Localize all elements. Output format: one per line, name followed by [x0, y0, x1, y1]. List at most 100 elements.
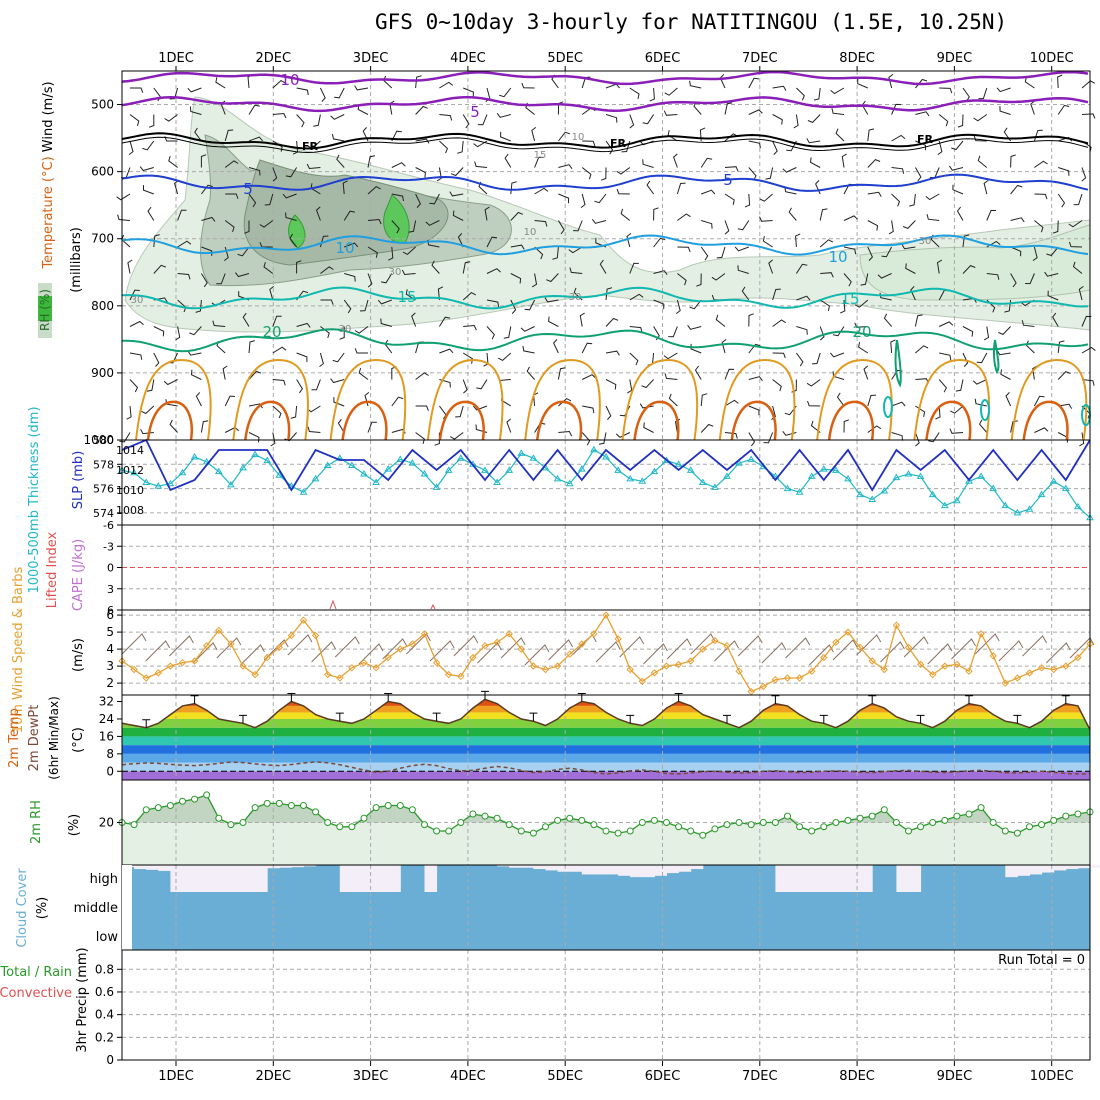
thickness-point [432, 483, 441, 490]
y-tick-label: 700 [91, 232, 114, 246]
wind-barb [224, 426, 240, 433]
wind-barb [605, 405, 612, 420]
rh-point [566, 814, 574, 822]
wind-barb [724, 399, 739, 407]
wind-barb [976, 352, 988, 364]
wind-barb [415, 105, 428, 115]
wind-barb [342, 180, 348, 195]
cloud-high-gap [848, 865, 861, 892]
wind-speed-point [263, 653, 271, 662]
wind-barb [724, 193, 735, 205]
temperature-line [121, 698, 1091, 731]
y-tick-label: 500 [91, 98, 114, 112]
boundary-layer-contour-inner [146, 400, 193, 441]
thickness-point [299, 488, 308, 495]
wind-barb [861, 100, 869, 115]
thickness-point [977, 472, 985, 479]
wind-speed-point [505, 630, 513, 638]
wind-barb [453, 635, 479, 657]
cloud-high-gap [255, 865, 268, 892]
isotherm-minus10 [121, 70, 1089, 86]
dewpoint-line [121, 761, 1090, 775]
wind-barb [957, 114, 964, 128]
wind-barb [531, 273, 538, 288]
wind-barb [382, 638, 408, 660]
wind-speed-point [372, 664, 380, 672]
wind-barb [130, 87, 144, 93]
cloud-high-gap [557, 865, 571, 872]
cloud-high-gap [158, 865, 171, 871]
rh-point [844, 816, 852, 824]
rh-point [1074, 810, 1082, 818]
wind-barb [1033, 129, 1043, 142]
wind-barb [463, 87, 474, 98]
wind-barb [841, 153, 847, 168]
wind-barb [696, 273, 702, 287]
cloud-high-gap [1065, 865, 1079, 870]
cloud-level-label: low [96, 930, 119, 945]
rh-axis-label: 2m RH [29, 800, 44, 844]
wind-barb [129, 352, 143, 360]
precip-tick-label: 0.2 [95, 1030, 114, 1044]
thickness-point [590, 445, 598, 453]
wind-barb [1078, 285, 1084, 301]
wind-barb [605, 379, 617, 390]
cloud-high-gap [908, 865, 922, 892]
slp-line [121, 438, 1091, 492]
isotherm-label: FR [917, 133, 934, 146]
isotherm-label: 20 [852, 323, 871, 341]
wind-barb [439, 114, 453, 121]
rh-point [578, 816, 586, 824]
rh-point [227, 821, 235, 829]
rh-point [1013, 829, 1021, 837]
temp-tick-label: 8 [106, 747, 114, 761]
wind-speed-point [771, 675, 780, 684]
wind-barb [956, 206, 964, 221]
wind-barb [1000, 369, 1011, 380]
wind-speed-point [578, 640, 586, 648]
dewpt-axis-label: 2m DewPt [27, 705, 42, 772]
wind-speed-point [856, 643, 864, 652]
wind-barb [1034, 160, 1048, 168]
wind-barb [510, 273, 522, 284]
wind-barb [939, 87, 953, 94]
wind-barb [496, 113, 511, 118]
cloud-high-gap [1077, 865, 1091, 869]
cloud-high-gap [581, 865, 595, 875]
cloud-high-gap [194, 865, 208, 892]
wind-barb [830, 352, 845, 358]
thickness-point [614, 466, 622, 473]
cloud-high-gap [1029, 865, 1043, 875]
upper-axis-label: Temperature (°C) Wind (m/s) [41, 81, 56, 269]
wind-speed-point [1062, 662, 1070, 670]
wind-barb [473, 405, 488, 411]
wind-speed-point [275, 643, 284, 652]
rh-contour-label: 30 [131, 295, 144, 306]
wind-barb [449, 432, 464, 440]
wind-barb [521, 82, 535, 89]
wind-barb [974, 633, 1000, 655]
wind-barb [649, 87, 655, 102]
bottom-date-label: 9DEC [937, 1069, 973, 1084]
wind-barb [358, 643, 384, 665]
thickness-point [275, 471, 284, 478]
wind-barb [500, 637, 526, 659]
minmax-whisker [723, 714, 731, 724]
wind-barb [126, 405, 132, 420]
rh-point [784, 812, 791, 820]
wind-barb [1033, 395, 1045, 407]
wind-barb [306, 405, 321, 413]
wind-barb [449, 191, 464, 197]
rh-point [275, 799, 283, 807]
stability-tick-label: 3 [107, 583, 114, 596]
wind-barb [177, 273, 191, 280]
thickness-point [892, 473, 901, 481]
wind-barb [690, 633, 716, 655]
wind-barb [269, 286, 275, 301]
wind-barb [888, 220, 894, 235]
wind-barb [891, 134, 906, 142]
wind-barb [510, 181, 517, 195]
cloud-high-gap [182, 865, 196, 892]
wind-barb [242, 312, 250, 327]
wind-speed-point [215, 626, 223, 635]
